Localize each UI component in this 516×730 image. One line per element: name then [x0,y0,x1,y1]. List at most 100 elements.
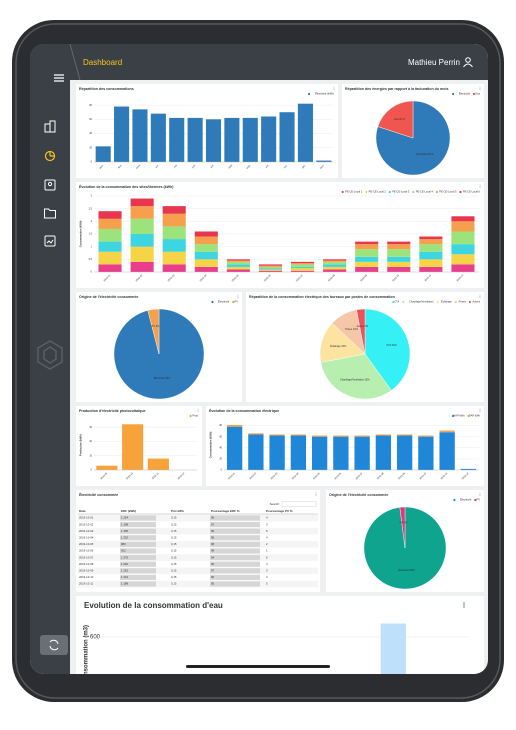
nav-dashboard[interactable] [44,150,56,162]
panel-title: Répartition des énergies par rapport à l… [345,87,448,91]
row-stripe [78,554,318,561]
cell-fill [120,515,156,521]
bar [98,211,122,219]
refresh-button[interactable] [40,635,68,655]
bar [396,435,413,470]
y-axis-label: Production (kWh) [79,434,83,456]
bar [258,269,283,271]
cell-fill [210,535,260,541]
row-stripe [78,580,318,588]
cell-fill [120,541,156,547]
x-tick-label: 2019-08 [327,274,336,283]
legend-swatch [452,414,455,418]
legend-label: PV [477,498,481,502]
pie-slice [147,308,160,355]
nav-folder[interactable] [44,208,56,219]
table-cell: 5 [266,529,268,533]
bar [451,231,475,245]
x-tick-label: 2019-03 [167,274,176,283]
nav-users[interactable] [44,179,56,191]
x-tick-label: 2019-09 [100,472,109,481]
bar [323,266,347,270]
table-cell: 1 220 [121,536,128,540]
panel-menu-dot [479,409,481,411]
slice-label: Électricité 96% [154,377,171,380]
panel-menu-dot [463,604,465,606]
bar [98,264,122,272]
bar [387,256,411,262]
bar [279,112,295,162]
table-cell: 5 [266,582,268,586]
table-cell: 0,15 [171,529,177,533]
slice-label: Électricité 98% [398,569,415,572]
table-cell: 2019-10-01 [79,516,94,520]
panel-menu-dot [333,87,335,89]
panel-title: Évolution de la consommation des sites/t… [79,184,174,189]
x-tick-label: août [228,164,234,170]
table-cell: 2019-10-11 [79,582,94,586]
panel-menu-dot [197,409,199,411]
table-cell: 1 240 [121,562,128,566]
legend-swatch [189,414,192,418]
legend-label: Chauffage/Ventilation [409,300,434,304]
bar [354,435,370,437]
bar [323,260,347,262]
y-tick-label: 20 [89,440,92,443]
x-tick-label: 2019-10 [125,472,134,481]
screen: Dashboard Mathieu Perrin Ré [30,44,488,683]
panel-title: Évolution de la consommation électrique [209,408,279,413]
bar [290,263,315,265]
x-tick-label: 2019-06 [263,274,272,283]
legend-label: Autres [473,300,481,304]
panel-title: Répartition des consommations [79,87,134,91]
table-cell: 0,15 [171,542,177,546]
bar [226,425,243,427]
bar [333,435,349,437]
legend-swatch [472,92,476,96]
bar [187,117,203,162]
nav-reports[interactable] [44,235,56,247]
x-tick-label: 2019-09 [360,274,369,283]
table-cell: 97 [211,569,215,573]
panel-menu-dot [237,295,239,297]
table-cell: 97 [211,522,215,526]
bar [387,241,411,245]
legend-label: PE-CE-Local 5 [439,190,457,194]
legend-label: RAP kWh [469,414,481,418]
bar [248,434,264,470]
bar [460,468,477,470]
nav-buildings[interactable] [44,120,56,133]
bar [98,251,122,265]
table-cell: 0,15 [171,575,177,579]
bar [355,261,379,267]
bar [130,198,154,207]
menu-button[interactable] [54,74,64,82]
x-tick-label: 2019-02 [135,274,144,283]
panel-menu-dot [463,606,465,608]
y-tick-label: 1 [91,245,93,248]
bar [258,264,283,266]
panel-menu-dot [197,408,199,410]
x-tick-label: 2019-10 [419,472,428,481]
table-cell: 1 188 [121,582,128,586]
table-cell: 0,15 [171,582,177,586]
bar [418,436,434,470]
legend-swatch [211,300,214,304]
panel-menu-dot [479,411,481,412]
bar [226,266,250,270]
y-tick-label: 60 [89,118,92,121]
legend-swatch [307,92,311,96]
user-icon[interactable] [463,57,473,68]
bar [439,432,455,470]
table-cell: 4 [266,562,268,566]
bar [290,434,307,436]
user-name[interactable]: Mathieu Perrin [408,58,460,67]
bar [130,218,154,234]
table-cell: 0,15 [171,569,177,573]
y-tick-label: 80 [89,104,92,107]
bar [242,117,258,162]
y-axis-label: Consommation (m3) [84,625,90,683]
y-tick-label: 0 [91,271,93,274]
cell-fill [210,522,260,528]
cell-fill [120,555,156,561]
